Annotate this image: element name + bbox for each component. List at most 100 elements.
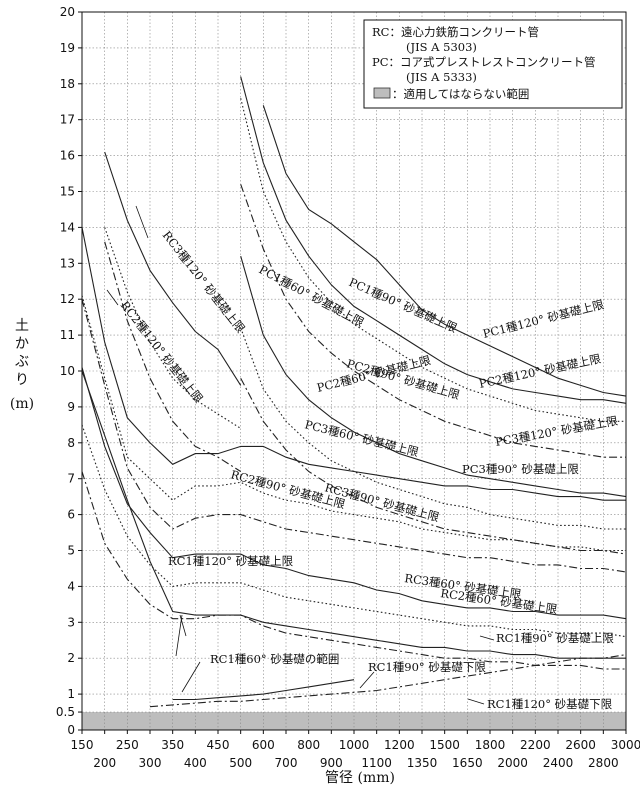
y-tick-label-3: 2 <box>67 651 75 665</box>
x-tick-label-19: 2000 <box>497 756 528 770</box>
x-tick-label-4: 350 <box>161 738 184 752</box>
x-tick-label-2: 250 <box>116 738 139 752</box>
legend-pc-line1: PC：コア式プレストレストコンクリート管 <box>372 55 596 69</box>
y-axis-label-line-4: (m) <box>10 396 34 412</box>
annotation-3: RC1種120° 砂基礎上限 <box>168 554 294 568</box>
x-tick-label-23: 2800 <box>588 756 619 770</box>
leader-line-4 <box>467 698 485 705</box>
y-tick-label-17: 16 <box>60 149 75 163</box>
series-line-4 <box>81 295 626 552</box>
x-tick-label-10: 800 <box>297 738 320 752</box>
grid-layer <box>82 12 626 730</box>
x-tick-label-11: 900 <box>320 756 343 770</box>
x-tick-label-6: 450 <box>207 738 230 752</box>
annotation-7: RC1種90° 砂基礎上限 <box>496 631 614 645</box>
x-tick-label-21: 2400 <box>543 756 574 770</box>
y-tick-label-2: 1 <box>67 687 75 701</box>
annotation-1: RC2種120° 砂基礎上限 <box>118 298 206 406</box>
series-line-10 <box>172 679 355 701</box>
leader-line-2 <box>181 661 201 693</box>
series-layer <box>81 76 627 708</box>
legend-pc-line2: (JIS A 5333) <box>406 70 477 84</box>
y-tick-label-21: 20 <box>60 5 75 19</box>
series-line-13 <box>262 105 627 397</box>
x-tick-label-20: 2200 <box>520 738 551 752</box>
y-tick-label-11: 10 <box>60 364 75 378</box>
legend-rc-line2: (JIS A 5303) <box>406 40 477 54</box>
y-tick-label-1: 0.5 <box>56 705 75 719</box>
y-axis-label-line-2: ぶ <box>15 354 29 370</box>
x-tick-label-16: 1500 <box>429 738 460 752</box>
y-axis-label-line-3: り <box>15 372 29 388</box>
x-tick-label-1: 200 <box>93 756 116 770</box>
series-line-18 <box>240 377 627 555</box>
legend-hatch-swatch <box>373 87 391 99</box>
x-tick-label-13: 1100 <box>361 756 392 770</box>
legend-rc-line1: RC：遠心力鉄筋コンクリート管 <box>372 25 539 39</box>
leader-line-0 <box>175 614 183 657</box>
series-line-5 <box>81 299 627 573</box>
series-line-14 <box>240 98 626 422</box>
annotation-17: PC3種60° 砂基礎上限 <box>303 417 420 459</box>
leader-line-1 <box>179 614 187 637</box>
annotation-11: PC1種60° 砂基礎上限 <box>257 262 367 329</box>
x-tick-label-15: 1350 <box>407 756 438 770</box>
legend: RC：遠心力鉄筋コンクリート管 (JIS A 5303) PC：コア式プレストレ… <box>363 19 623 109</box>
leader-line-7 <box>106 289 119 306</box>
y-tick-label-5: 4 <box>67 579 75 593</box>
legend-box <box>363 19 623 109</box>
x-tick-label-7: 500 <box>229 756 252 770</box>
y-tick-label-16: 15 <box>60 185 75 199</box>
y-tick-label-13: 12 <box>60 292 75 306</box>
y-tick-label-19: 18 <box>60 77 75 91</box>
annotation-19: PC3種90° 砂基礎上限 <box>462 462 579 476</box>
x-tick-label-18: 1800 <box>475 738 506 752</box>
leader-line-3 <box>359 671 375 689</box>
series-line-12 <box>240 76 627 404</box>
x-tick-label-8: 600 <box>252 738 275 752</box>
y-axis-label-line-1: か <box>15 336 29 352</box>
series-line-6 <box>81 367 627 620</box>
annotation-12: PC1種90° 砂基礎上限 <box>347 275 460 336</box>
y-axis-label: 土 か ぶ り (m) <box>10 318 34 412</box>
leader-line-6 <box>135 205 149 239</box>
annotation-6: RC1種120° 砂基礎下限 <box>487 697 613 711</box>
x-tick-label-14: 1200 <box>384 738 415 752</box>
y-axis-label-line-0: 土 <box>15 318 29 334</box>
series-line-2 <box>104 241 241 472</box>
x-axis-label: 管径 (mm) <box>325 770 395 786</box>
x-tick-label-0: 150 <box>71 738 94 752</box>
series-line-15 <box>240 184 626 458</box>
series-line-16 <box>240 255 627 498</box>
x-tick-label-9: 700 <box>275 756 298 770</box>
series-line-3 <box>81 227 626 501</box>
x-tick-label-12: 1000 <box>339 738 370 752</box>
y-tick-label-6: 5 <box>67 544 75 558</box>
legend-hatch-label: ：適用してはならない範囲 <box>392 87 529 101</box>
x-tick-label-5: 400 <box>184 756 207 770</box>
y-tick-label-9: 8 <box>67 436 75 450</box>
annotation-13: PC1種120° 砂基礎上限 <box>481 297 605 341</box>
y-tick-label-18: 17 <box>60 113 75 127</box>
y-tick-label-8: 7 <box>67 472 75 486</box>
x-tick-label-22: 2600 <box>565 738 596 752</box>
x-tick-label-3: 300 <box>139 756 162 770</box>
series-line-9 <box>81 370 626 659</box>
x-tick-label-17: 1650 <box>452 756 483 770</box>
y-tick-label-15: 14 <box>60 220 75 234</box>
y-tick-label-7: 6 <box>67 508 75 522</box>
series-line-7 <box>81 424 627 638</box>
series-line-1 <box>104 227 241 429</box>
y-tick-label-4: 3 <box>67 615 75 629</box>
y-tick-label-14: 13 <box>60 256 75 270</box>
y-tick-label-20: 19 <box>60 41 75 55</box>
annotation-5: RC1種90° 砂基礎下限 <box>368 660 486 674</box>
series-line-0 <box>104 151 242 386</box>
x-tick-label-24: 3000 <box>611 738 640 752</box>
y-tick-label-10: 9 <box>67 400 75 414</box>
y-tick-label-0: 0 <box>67 723 75 737</box>
y-tick-label-12: 11 <box>60 328 75 342</box>
